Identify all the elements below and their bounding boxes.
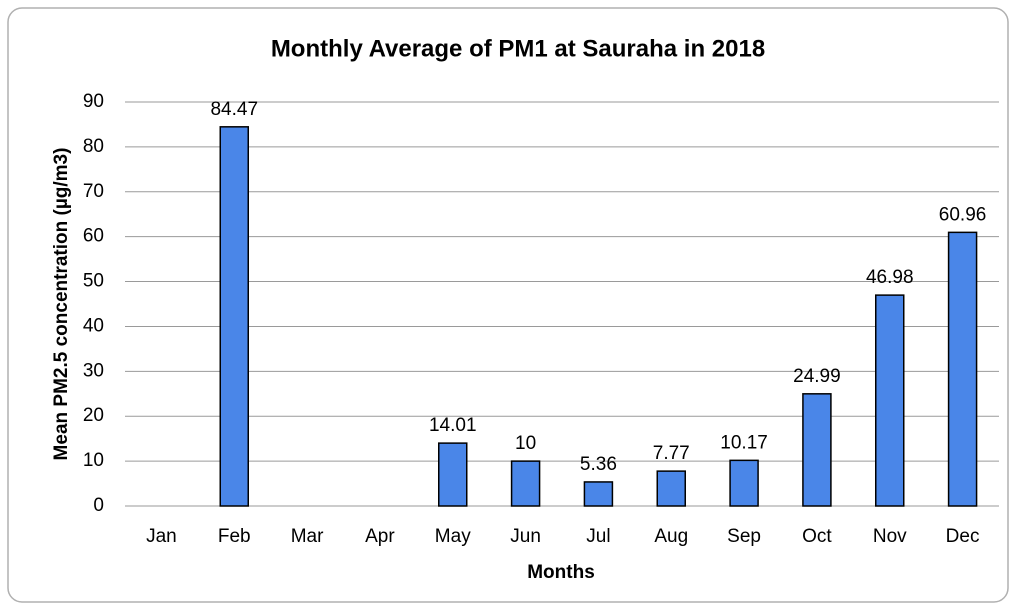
- y-axis-label: Mean PM2.5 concentration (µg/m3): [51, 148, 72, 461]
- x-tick-label: Dec: [946, 526, 980, 547]
- y-tick-label: 70: [83, 181, 104, 202]
- x-tick-label: Aug: [654, 526, 688, 547]
- bar: [656, 470, 686, 507]
- data-label: 5.36: [580, 454, 617, 475]
- y-tick-label: 20: [83, 405, 104, 426]
- y-tick-label: 90: [83, 91, 104, 112]
- bar: [219, 126, 249, 507]
- bar: [438, 442, 468, 507]
- data-label: 7.77: [653, 443, 690, 464]
- bar: [729, 459, 759, 507]
- y-tick-label: 60: [83, 226, 104, 247]
- data-label: 24.99: [793, 366, 841, 387]
- bar: [583, 481, 614, 507]
- data-label: 84.47: [210, 99, 258, 120]
- bar: [875, 294, 905, 507]
- data-label: 10: [515, 433, 536, 454]
- data-label: 10.17: [720, 432, 768, 453]
- x-axis-label: Months: [527, 562, 595, 583]
- data-label: 60.96: [939, 204, 987, 225]
- x-tick-label: Feb: [218, 526, 251, 547]
- y-tick-label: 30: [83, 360, 104, 381]
- data-label: 14.01: [429, 415, 477, 436]
- x-tick-label: Mar: [291, 526, 324, 547]
- bar: [802, 393, 832, 507]
- x-tick-label: Sep: [727, 526, 761, 547]
- x-tick-label: Apr: [365, 526, 395, 547]
- x-tick-label: Jun: [510, 526, 541, 547]
- y-tick-label: 80: [83, 136, 104, 157]
- data-label: 46.98: [866, 267, 914, 288]
- bar: [947, 231, 978, 507]
- x-tick-label: Oct: [802, 526, 832, 547]
- y-tick-label: 40: [83, 315, 104, 336]
- x-tick-label: May: [435, 526, 471, 547]
- bar: [510, 460, 541, 507]
- y-tick-label: 0: [93, 495, 104, 516]
- chart-frame: [7, 7, 1009, 603]
- chart-title: Monthly Average of PM1 at Sauraha in 201…: [271, 35, 765, 62]
- x-tick-label: Jan: [146, 526, 177, 547]
- y-tick-label: 10: [83, 450, 104, 471]
- y-tick-label: 50: [83, 271, 104, 292]
- x-tick-label: Jul: [586, 526, 610, 547]
- x-tick-label: Nov: [873, 526, 907, 547]
